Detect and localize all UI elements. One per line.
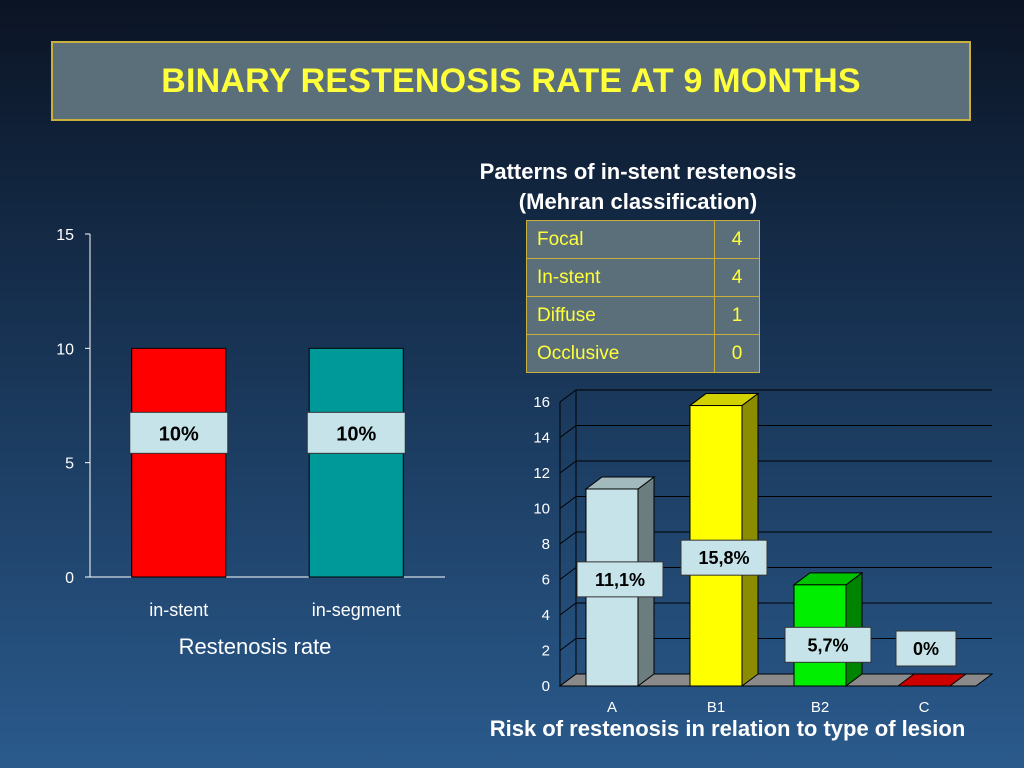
data-label: 10% xyxy=(336,423,376,445)
data-label: 15,8% xyxy=(698,548,749,568)
y-tick-label: 10 xyxy=(533,501,550,518)
x-tick-label: B2 xyxy=(811,699,829,716)
gridline-side xyxy=(559,567,577,580)
y-tick-label: 6 xyxy=(542,572,550,589)
pattern-table-title-line2: (Mehran classification) xyxy=(518,189,758,214)
y-tick-label: 15 xyxy=(56,227,74,244)
pattern-value: 0 xyxy=(714,334,760,373)
lesion-type-xlabel: Risk of restenosis in relation to type o… xyxy=(489,716,966,741)
data-label-box xyxy=(784,626,872,663)
data-label: 10% xyxy=(159,423,199,445)
data-label: 0% xyxy=(913,639,939,659)
y-tick-label: 12 xyxy=(533,465,550,482)
restenosis-rate-chart: 0 5 10 15 in-stent 10% in-segment 10% xyxy=(56,227,445,620)
pattern-row: In-stent 4 xyxy=(526,258,760,297)
x-tick-label: A xyxy=(607,699,617,716)
x-tick-label: B1 xyxy=(707,699,725,716)
y-tick-label: 0 xyxy=(542,678,550,695)
pattern-table: Focal 4 In-stent 4 Diffuse 1 Occlusive 0 xyxy=(526,220,760,373)
y-tick-label: 2 xyxy=(542,643,550,660)
restenosis-rate-xlabel: Restenosis rate xyxy=(178,634,332,659)
y-tick-label: 0 xyxy=(65,570,74,587)
y-tick-label: 16 xyxy=(533,394,550,411)
pattern-label: Occlusive xyxy=(526,334,715,373)
x-tick-label: C xyxy=(919,699,930,716)
lesion-type-chart: 0 2 4 6 8 10 12 14 16 A 11,1% B1 15,8% B2 5,7% C 0% xyxy=(533,389,994,716)
pattern-row: Diffuse 1 xyxy=(526,296,760,335)
y-tick-label: 8 xyxy=(542,536,550,553)
data-label-box xyxy=(129,411,229,454)
data-label: 5,7% xyxy=(807,635,848,655)
data-label-box xyxy=(576,561,664,598)
gridline-side xyxy=(559,425,577,438)
gridline-side xyxy=(559,496,577,509)
pattern-row: Occlusive 0 xyxy=(526,334,760,373)
pattern-value: 4 xyxy=(714,220,760,259)
slide-title: BINARY RESTENOSIS RATE AT 9 MONTHS xyxy=(161,61,861,100)
pattern-row: Focal 4 xyxy=(526,220,760,259)
gridline-side xyxy=(559,638,577,651)
pattern-table-title: Patterns of in-stent restenosis (Mehran … xyxy=(438,157,838,217)
y-tick-label: 10 xyxy=(56,341,74,358)
data-label-box xyxy=(680,539,768,576)
pattern-value: 1 xyxy=(714,296,760,335)
y-tick-label: 14 xyxy=(533,430,550,447)
bar xyxy=(308,347,404,578)
data-label-box xyxy=(895,630,957,667)
gridline-side xyxy=(559,460,577,474)
bar-zero xyxy=(896,673,968,687)
gridline-side xyxy=(559,531,577,545)
data-label: 11,1% xyxy=(595,570,645,590)
bar xyxy=(131,347,227,578)
y-tick-label: 5 xyxy=(65,456,74,473)
gridline-side xyxy=(559,389,577,403)
pattern-label: In-stent xyxy=(526,258,715,297)
pattern-label: Focal xyxy=(526,220,715,259)
y-tick-label: 4 xyxy=(542,607,550,624)
pattern-label: Diffuse xyxy=(526,296,715,335)
x-tick-label: in-segment xyxy=(312,600,401,620)
pattern-value: 4 xyxy=(714,258,760,297)
data-label-box xyxy=(306,411,406,454)
x-tick-label: in-stent xyxy=(149,600,208,620)
gridline-side xyxy=(559,602,577,616)
slide-title-box: BINARY RESTENOSIS RATE AT 9 MONTHS xyxy=(51,41,971,121)
pattern-table-title-line1: Patterns of in-stent restenosis xyxy=(479,159,797,184)
